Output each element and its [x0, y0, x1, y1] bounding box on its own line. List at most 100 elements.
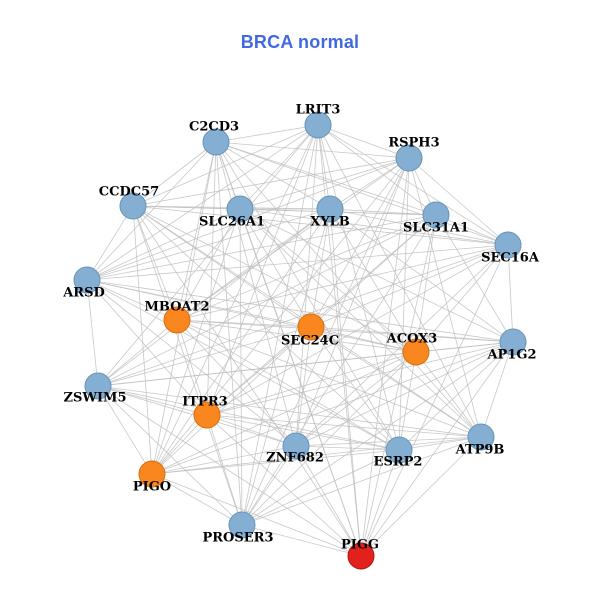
graph-edge	[241, 436, 482, 526]
graph-node-PIGG	[347, 542, 375, 570]
graph-edge	[215, 141, 400, 451]
graph-node-ITPR3	[193, 401, 221, 429]
graph-edge	[97, 385, 243, 526]
graph-edge	[176, 319, 400, 451]
graph-edge	[206, 244, 509, 416]
node-label-MBOAT2: MBOAT2	[144, 300, 209, 315]
graph-edge	[151, 449, 400, 475]
graph-node-ACOX3	[402, 338, 430, 366]
graph-edge	[86, 141, 217, 281]
graph-edge	[239, 208, 417, 353]
graph-edge	[97, 319, 178, 387]
graph-edge	[86, 279, 178, 321]
graph-edge	[86, 279, 208, 416]
graph-edge	[241, 157, 410, 526]
graph-edge	[215, 141, 482, 438]
node-label-SEC24C: SEC24C	[281, 334, 339, 349]
graph-edge	[206, 414, 297, 447]
graph-edge	[206, 414, 400, 451]
graph-edge	[151, 124, 319, 475]
graph-edge	[329, 208, 514, 343]
graph-edge	[241, 208, 331, 526]
graph-edge	[295, 445, 400, 451]
graph-edge	[86, 244, 509, 281]
graph-edge	[151, 473, 362, 557]
graph-edge	[97, 208, 331, 387]
graph-edge	[151, 141, 217, 475]
graph-edge	[97, 385, 208, 416]
graph-edge	[151, 351, 417, 475]
node-label-PIGG: PIGG	[341, 538, 379, 553]
graph-edge	[132, 205, 400, 451]
graph-edge	[239, 124, 319, 210]
graph-edge	[176, 157, 410, 321]
graph-node-XYLB	[316, 195, 344, 223]
graph-edge	[97, 385, 362, 557]
graph-edge	[310, 244, 509, 328]
graph-edge	[86, 279, 297, 447]
graph-node-SEC24C	[297, 313, 325, 341]
graph-edge	[295, 124, 319, 447]
graph-edge	[97, 244, 509, 387]
graph-edge	[241, 524, 362, 557]
node-label-C2CD3: C2CD3	[189, 120, 239, 135]
graph-edge	[215, 141, 331, 210]
graph-edge	[132, 205, 153, 475]
graph-edge	[215, 141, 410, 159]
graph-node-C2CD3	[202, 128, 230, 156]
graph-edge	[317, 124, 410, 159]
node-label-RSPH3: RSPH3	[388, 136, 439, 151]
graph-edge	[176, 319, 297, 447]
graph-edge	[295, 157, 410, 447]
graph-edge	[241, 449, 400, 526]
graph-node-PROSER3	[228, 511, 256, 539]
graph-node-LRIT3	[304, 111, 332, 139]
graph-edge	[295, 445, 362, 557]
graph-edge	[132, 124, 319, 207]
graph-edge	[176, 208, 331, 321]
graph-edge	[151, 473, 243, 526]
graph-edge	[151, 326, 312, 475]
node-label-CCDC57: CCDC57	[99, 185, 159, 200]
graph-edge	[360, 449, 400, 557]
node-label-PROSER3: PROSER3	[202, 531, 273, 546]
graph-node-SLC26A1	[226, 195, 254, 223]
graph-edge	[310, 157, 410, 328]
graph-edge	[239, 208, 514, 343]
node-label-ACOX3: ACOX3	[386, 332, 438, 347]
graph-edge	[86, 279, 99, 387]
graph-node-ARSD	[73, 266, 101, 294]
graph-edge	[435, 214, 514, 343]
graph-edge	[215, 141, 509, 246]
graph-edge	[151, 341, 514, 475]
graph-edge	[86, 208, 331, 281]
graph-edge	[151, 157, 410, 475]
graph-edge	[86, 279, 400, 451]
graph-edge	[329, 208, 362, 557]
graph-edge	[132, 205, 362, 557]
node-label-XYLB: XYLB	[310, 215, 350, 230]
graph-edge	[408, 157, 482, 438]
graph-edge	[176, 214, 437, 321]
node-label-ARSD: ARSD	[62, 286, 105, 301]
graph-edge	[132, 205, 509, 246]
node-label-ATP9B: ATP9B	[455, 443, 505, 458]
graph-node-AP1G2	[499, 328, 527, 356]
graph-edge	[329, 208, 417, 353]
graph-edge	[295, 341, 514, 447]
node-label-LRIT3: LRIT3	[296, 103, 341, 118]
graph-edge	[239, 208, 509, 246]
graph-node-ATP9B	[467, 423, 495, 451]
graph-edge	[317, 124, 509, 246]
graph-edge	[241, 341, 514, 526]
graph-edge	[176, 319, 417, 353]
graph-edge	[480, 341, 514, 438]
node-label-AP1G2: AP1G2	[486, 348, 536, 363]
graph-edge	[206, 351, 417, 416]
plot-title: BRCA normal	[240, 32, 360, 52]
graph-edge	[360, 214, 437, 557]
graph-edge	[329, 157, 410, 210]
graph-edge	[176, 141, 217, 321]
graph-edge	[86, 205, 134, 281]
